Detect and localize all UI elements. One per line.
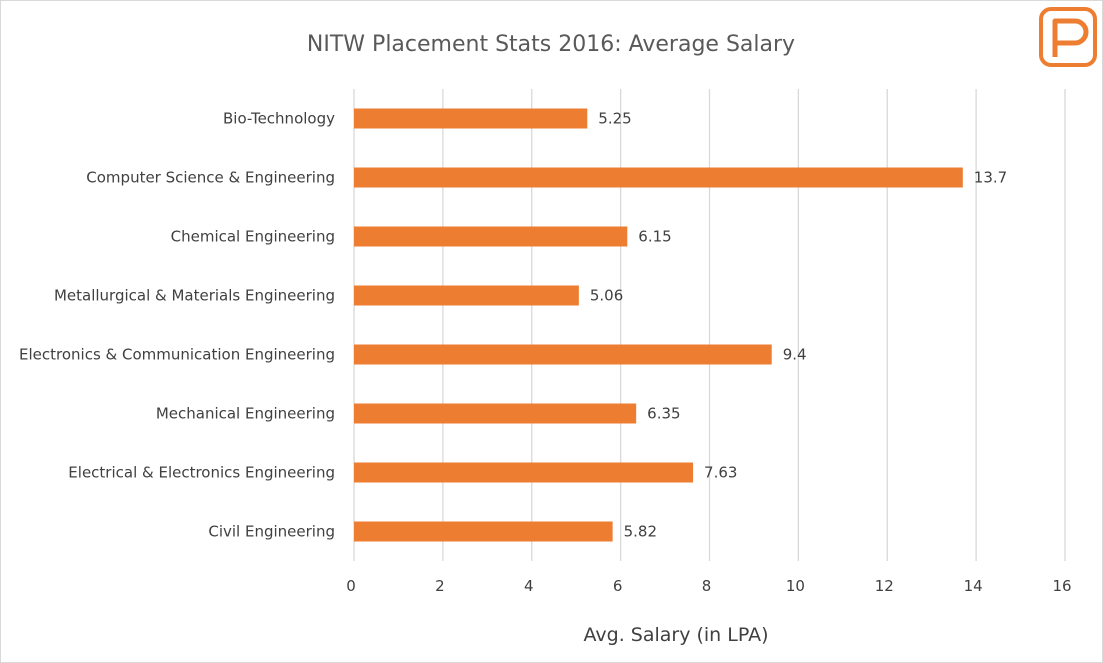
- gridlines: [353, 89, 1066, 561]
- category-label: Bio-Technology: [223, 110, 335, 128]
- bar: [354, 108, 588, 129]
- x-axis-ticks: 0 2 4 6 8 10 12 14 16: [346, 577, 1071, 595]
- bar: [354, 462, 694, 483]
- x-tick-label: 12: [875, 577, 894, 595]
- category-label: Metallurgical & Materials Engineering: [54, 287, 335, 305]
- category-label: Electronics & Communication Engineering: [19, 346, 335, 364]
- x-tick-label: 8: [702, 577, 712, 595]
- bar: [354, 344, 772, 365]
- category-label: Chemical Engineering: [171, 228, 335, 246]
- category-label: Electrical & Electronics Engineering: [68, 464, 335, 482]
- category-label: Computer Science & Engineering: [86, 169, 335, 187]
- bars: [354, 108, 963, 542]
- x-tick-label: 10: [786, 577, 805, 595]
- data-label: 6.35: [647, 405, 680, 423]
- x-tick-label: 6: [613, 577, 623, 595]
- data-label: 6.15: [638, 228, 671, 246]
- x-tick-label: 14: [964, 577, 983, 595]
- x-tick-label: 4: [524, 577, 534, 595]
- bar: [354, 226, 628, 247]
- x-axis-title: Avg. Salary (in LPA): [584, 624, 769, 646]
- x-tick-label: 16: [1052, 577, 1071, 595]
- bar: [354, 521, 613, 542]
- data-labels: 5.25 13.7 6.15 5.06 9.4 6.35 7.63 5.82: [590, 110, 1007, 541]
- data-label: 13.7: [974, 169, 1007, 187]
- data-label: 5.25: [598, 110, 631, 128]
- category-label: Mechanical Engineering: [156, 405, 335, 423]
- data-label: 5.82: [624, 523, 657, 541]
- category-label: Civil Engineering: [208, 523, 335, 541]
- x-tick-label: 2: [435, 577, 445, 595]
- chart-title: NITW Placement Stats 2016: Average Salar…: [307, 32, 795, 57]
- data-label: 7.63: [704, 464, 737, 482]
- bar: [354, 167, 963, 188]
- x-tick-label: 0: [346, 577, 356, 595]
- data-label: 9.4: [783, 346, 807, 364]
- bar: [354, 403, 637, 424]
- bar: [354, 285, 579, 306]
- data-label: 5.06: [590, 287, 623, 305]
- category-labels: Bio-Technology Computer Science & Enginee…: [19, 110, 335, 541]
- p-logo-icon: [1039, 7, 1097, 67]
